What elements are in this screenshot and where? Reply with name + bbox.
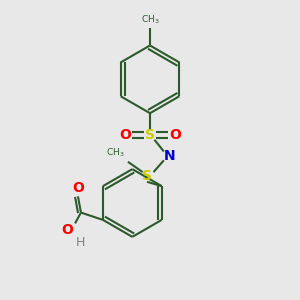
Text: S: S xyxy=(145,128,155,142)
Text: O: O xyxy=(72,181,84,195)
Text: O: O xyxy=(62,223,74,237)
Text: O: O xyxy=(169,128,181,142)
Text: N: N xyxy=(163,149,175,163)
Text: H: H xyxy=(76,236,86,249)
Text: CH$_3$: CH$_3$ xyxy=(141,14,159,26)
Text: CH$_3$: CH$_3$ xyxy=(106,146,125,159)
Text: O: O xyxy=(119,128,131,142)
Text: S: S xyxy=(142,169,152,184)
